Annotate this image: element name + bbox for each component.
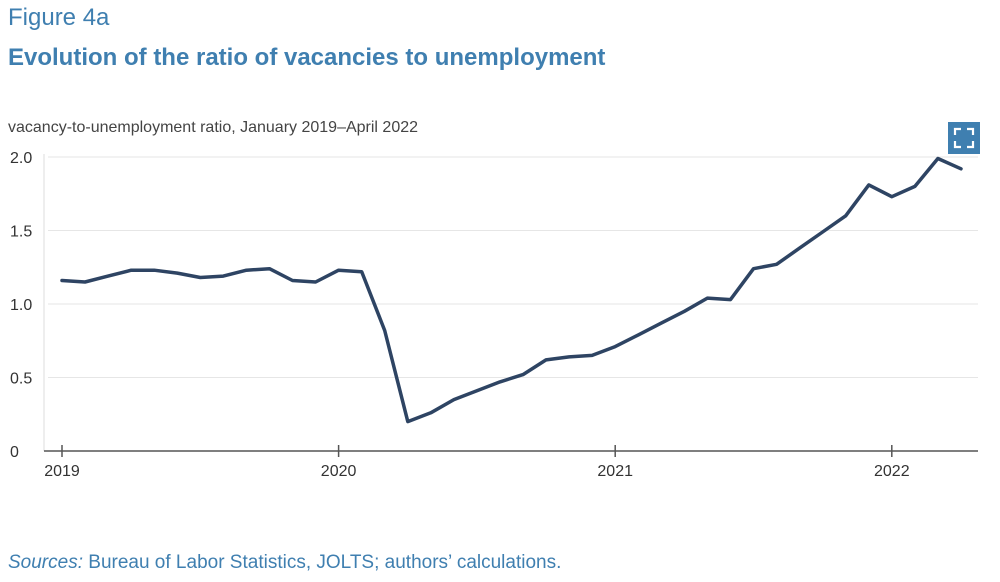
y-tick-label: 0 (10, 444, 19, 461)
y-tick-label: 0.5 (10, 371, 32, 388)
y-axis-label: vacancy-to-unemployment ratio, January 2… (8, 119, 418, 136)
chart-title: Evolution of the ratio of vacancies to u… (8, 44, 606, 71)
x-tick-label: 2019 (44, 463, 80, 480)
figure-label: Figure 4a (8, 4, 110, 31)
x-tick-label: 2021 (597, 463, 633, 480)
sources-text: Bureau of Labor Statistics, JOLTS; autho… (88, 552, 562, 573)
x-axis: 2019 2020 2021 2022 (44, 445, 978, 480)
series-line (60, 156, 963, 424)
y-tick-label: 1.5 (10, 224, 32, 241)
series-layer (60, 156, 963, 424)
line-chart: vacancy-to-unemployment ratio, January 2… (8, 119, 978, 480)
expand-icon (953, 127, 975, 149)
y-tick-label: 2.0 (10, 150, 32, 167)
sources-label: Sources: (8, 552, 83, 573)
grid-lines (48, 156, 978, 378)
sources-note: Sources: Bureau of Labor Statistics, JOL… (8, 552, 561, 574)
y-tick-label: 1.0 (10, 297, 32, 314)
expand-button[interactable] (948, 122, 980, 154)
x-tick-label: 2022 (874, 463, 910, 480)
x-tick-label: 2020 (321, 463, 357, 480)
y-axis: 0 0.5 1.0 1.5 2.0 (10, 150, 45, 461)
